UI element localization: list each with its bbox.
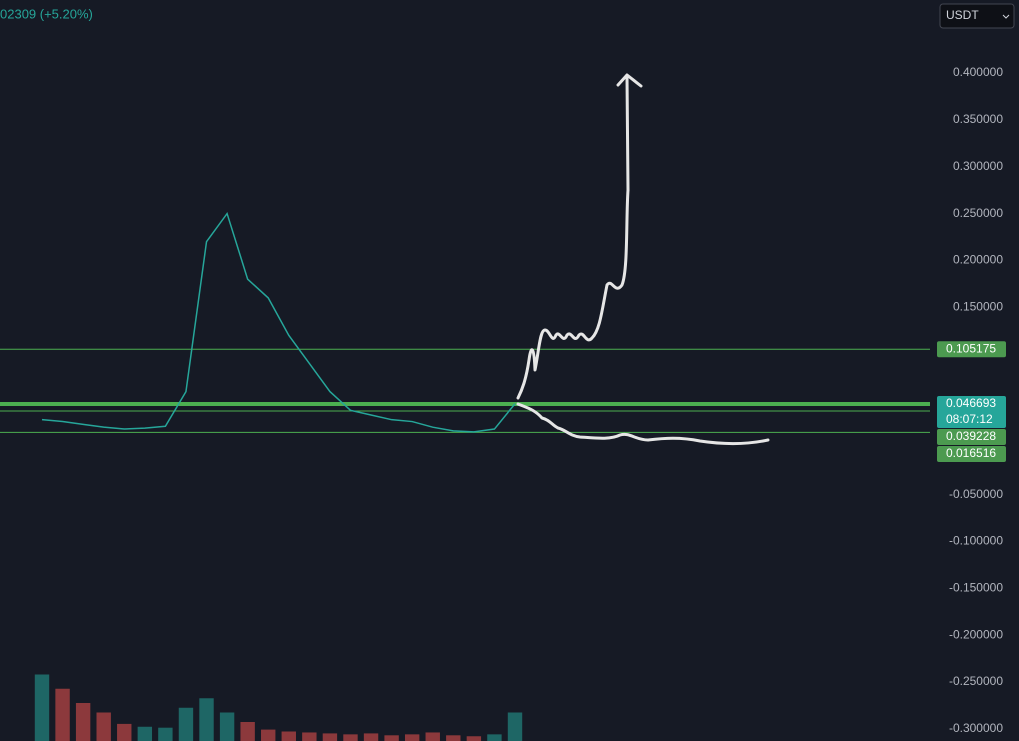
volume-bar <box>425 732 440 741</box>
select-arrow[interactable] <box>1002 14 1010 19</box>
volume-bar <box>199 698 214 741</box>
y-tick-label: 0.250000 <box>953 206 1003 220</box>
volume-bar <box>384 735 399 741</box>
volume-bar <box>322 733 338 741</box>
y-tick-label: -0.150000 <box>949 580 1003 594</box>
volume-bar <box>96 712 111 741</box>
volume-bar <box>302 732 317 741</box>
volume-bar <box>404 734 420 741</box>
price-label-box <box>937 446 1006 463</box>
price-label: 0.016516 <box>946 446 996 460</box>
volume-bar <box>137 726 153 741</box>
drawn-down-path <box>516 402 770 445</box>
volume-bar <box>117 723 132 741</box>
volume-bar <box>487 734 502 741</box>
header-text: 02309 (+5.20%) <box>0 6 93 21</box>
select-box[interactable] <box>939 3 1015 29</box>
volume-bar <box>219 712 235 741</box>
y-tick-label: -0.050000 <box>949 487 1003 501</box>
plot: 0.400000 0.350000 0.300000 0.250000 0.200000… <box>0 65 1006 741</box>
price-label-box <box>937 341 1006 358</box>
y-tick-label: -0.250000 <box>949 674 1003 688</box>
y-tick-label: 0.300000 <box>953 159 1003 173</box>
volume-bar <box>281 731 296 741</box>
y-tick-label: 0.350000 <box>953 112 1003 126</box>
price-label-box <box>937 429 1006 446</box>
volume-bar <box>55 688 70 741</box>
volume-bar <box>343 734 358 741</box>
countdown-label: 08:07:12 <box>946 412 993 426</box>
volume-bar <box>240 722 255 741</box>
volume-bar <box>178 707 194 741</box>
price-label-box <box>937 396 1006 429</box>
select-text[interactable]: USDT <box>946 8 979 22</box>
y-tick-label: 0.200000 <box>953 253 1003 267</box>
drawings <box>516 73 770 445</box>
y-tick-label: -0.300000 <box>949 721 1003 735</box>
volume-bar <box>261 729 276 741</box>
price-line-series <box>41 211 516 433</box>
y-tick-label: -0.200000 <box>949 627 1003 641</box>
y-tick-label: 0.150000 <box>953 299 1003 313</box>
drawn-up-arrow <box>516 73 643 400</box>
volume-bar <box>158 727 173 741</box>
volume-bar <box>75 703 91 741</box>
price-label: 0.039228 <box>946 429 996 443</box>
price-label: 0.046693 <box>946 396 996 410</box>
volume-bar <box>446 735 461 741</box>
y-tick-label: -0.100000 <box>949 534 1003 548</box>
y-tick-label: 0.400000 <box>953 65 1003 79</box>
currency-select[interactable]: USDT <box>939 3 1015 29</box>
volume-bar <box>507 712 523 741</box>
volume-bar <box>363 733 379 741</box>
price-label: 0.105175 <box>946 341 996 355</box>
volume-bar <box>466 736 482 741</box>
volume-bar <box>34 674 50 741</box>
